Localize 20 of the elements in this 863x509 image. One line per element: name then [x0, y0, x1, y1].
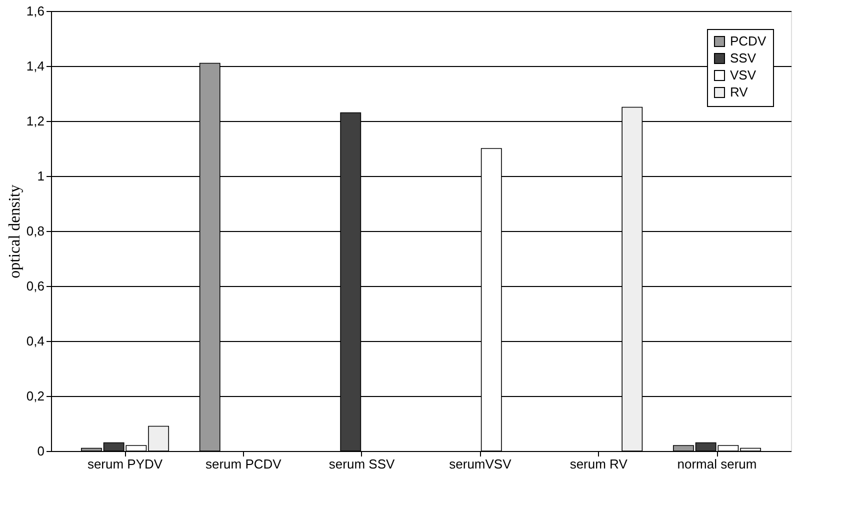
legend-label: RV	[730, 84, 748, 100]
x-tick-label: serum PYDV	[87, 456, 163, 472]
y-tick-label: 0,2	[26, 388, 44, 404]
y-tick-label: 0	[37, 444, 44, 458]
x-tick-label: serumVSV	[449, 456, 512, 472]
y-tick-label: 0,4	[26, 334, 44, 348]
y-tick-label: 1,2	[26, 114, 44, 128]
x-tick-label: serum SSV	[328, 456, 395, 472]
legend-label: VSV	[730, 68, 756, 82]
legend-label: SSV	[730, 50, 756, 66]
legend-label: PCDV	[730, 34, 766, 48]
x-tick-label: serum PCDV	[205, 456, 282, 472]
x-tick-label: serum RV	[570, 456, 628, 472]
y-axis-title: optical density	[6, 184, 24, 278]
y-tick-label: 0,6	[26, 278, 44, 294]
y-tick-label: 1	[37, 168, 44, 184]
y-tick-label: 1,6	[26, 4, 44, 18]
x-tick-label: normal serum	[677, 456, 757, 472]
y-tick-label: 0,8	[26, 224, 44, 238]
y-tick-label: 1,4	[26, 58, 44, 74]
